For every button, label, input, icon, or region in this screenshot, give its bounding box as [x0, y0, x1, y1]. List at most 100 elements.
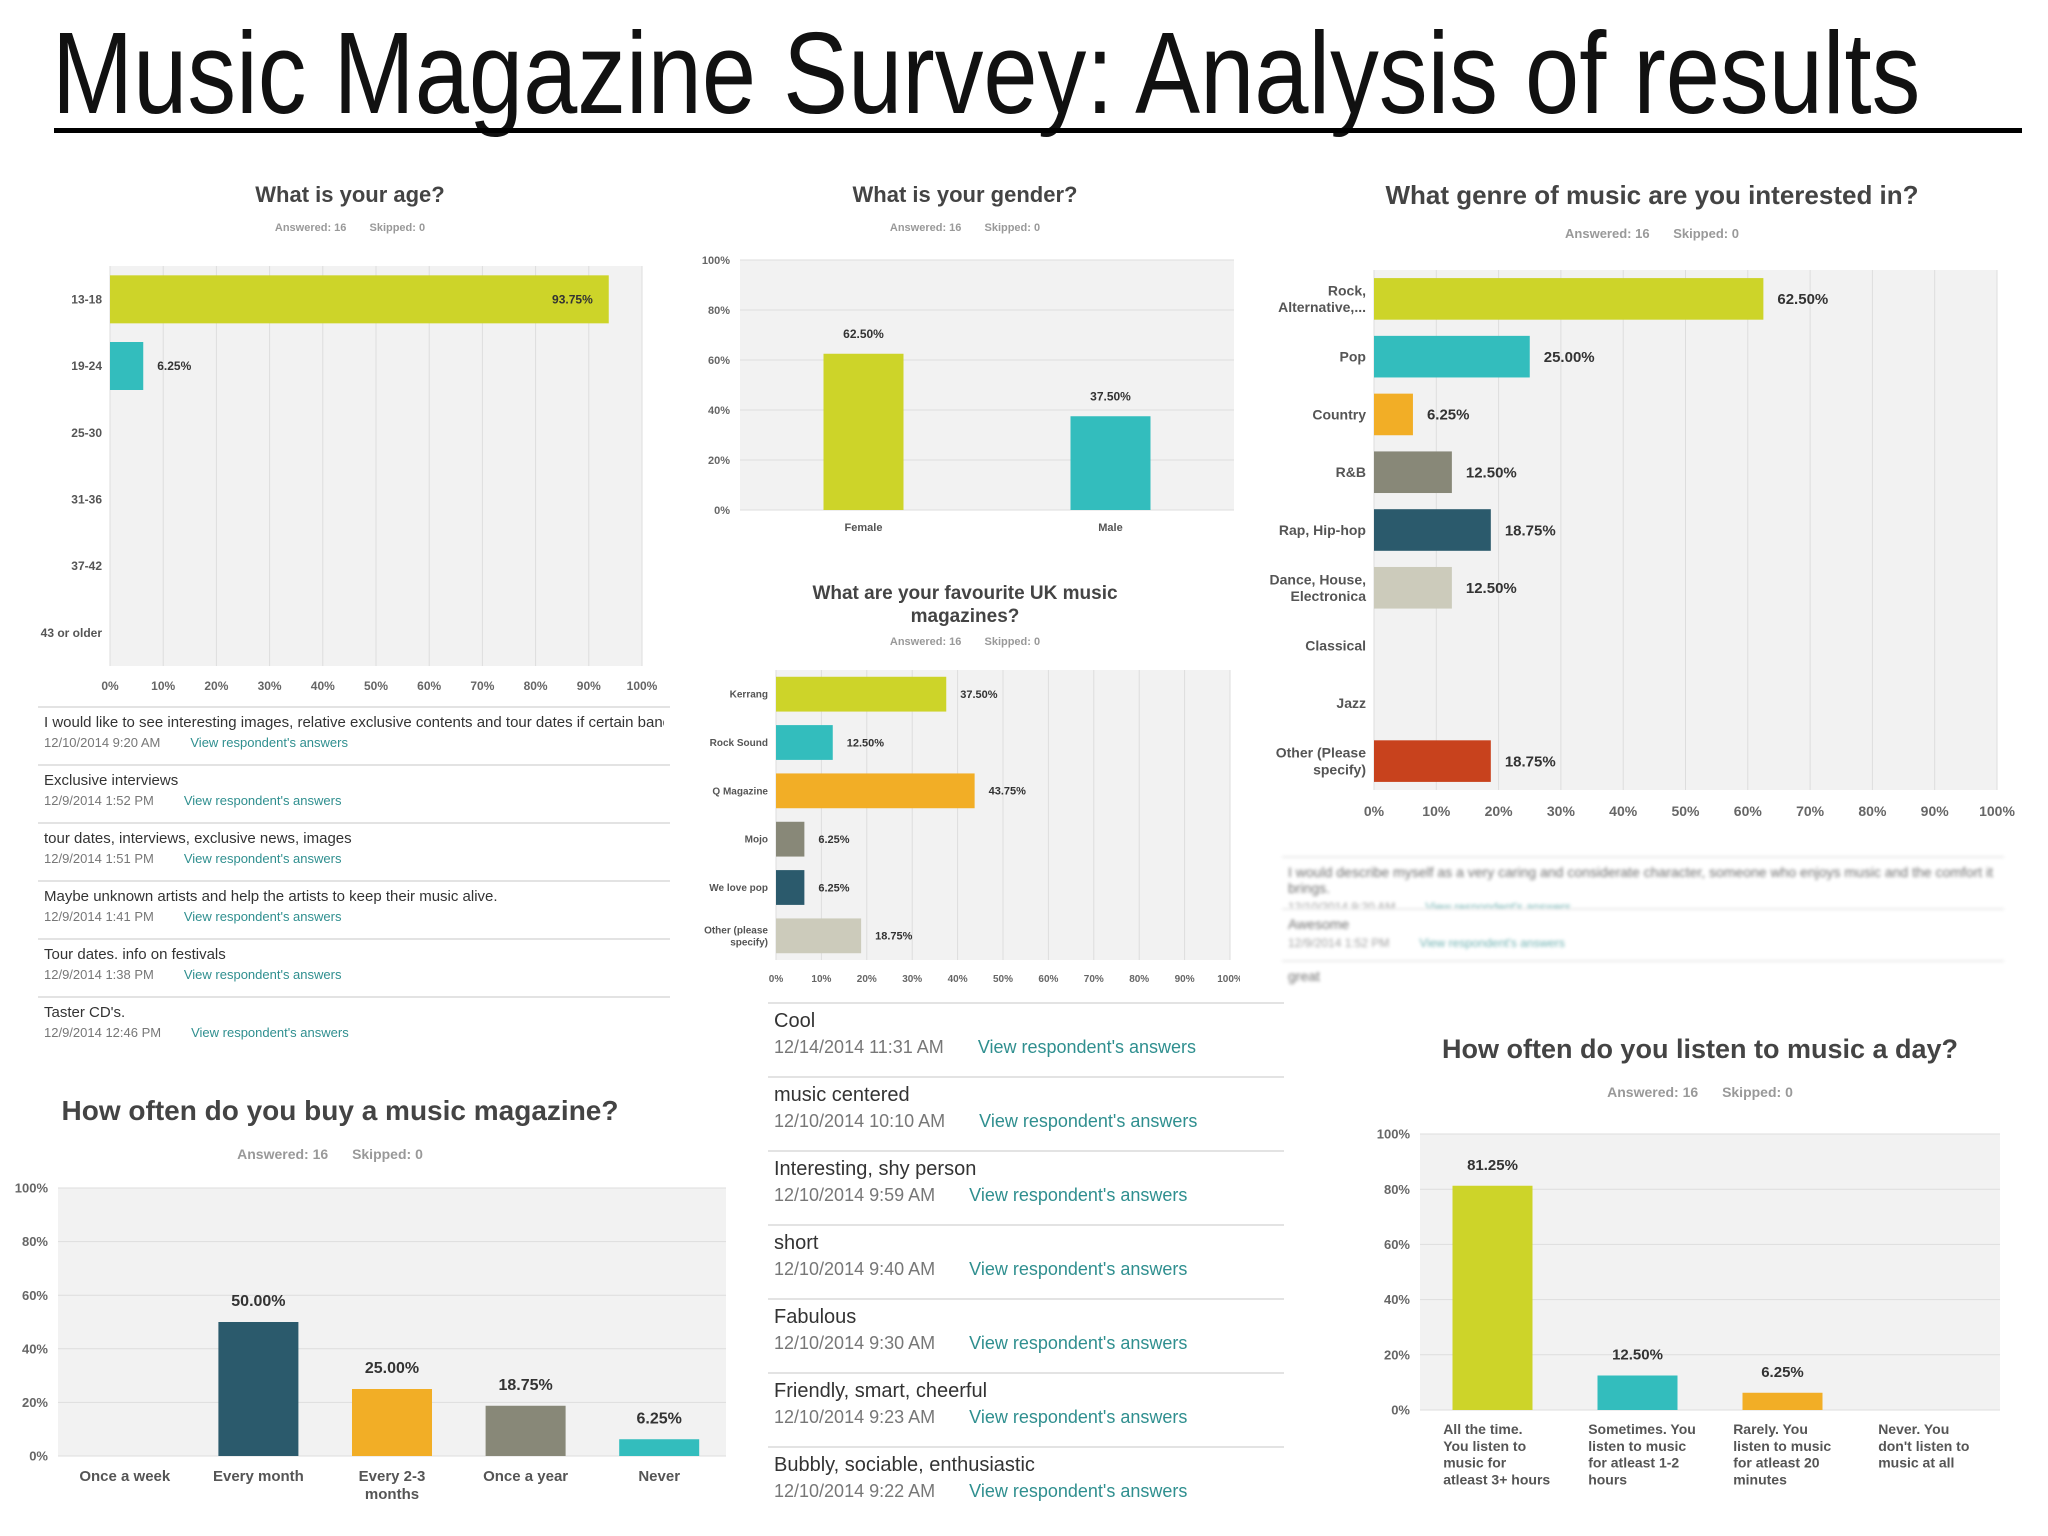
- genre-bar: [1374, 509, 1491, 551]
- magazines-category-label-line: Q Magazine: [712, 786, 768, 797]
- view-respondent-answers-link[interactable]: View respondent's answers: [183, 793, 342, 808]
- genre-category-label-line: Other (Please: [1276, 745, 1366, 761]
- view-respondent-answers-link[interactable]: View respondent's answers: [969, 1259, 1188, 1279]
- magazines-data-label: 37.50%: [960, 689, 998, 701]
- genre-bar: [1374, 740, 1491, 782]
- comment-text: music centered: [774, 1084, 910, 1106]
- comment-item: Cool 12/14/2014 11:31 AM View respondent's…: [768, 1002, 1284, 1076]
- view-respondent-answers-link[interactable]: View respondent's answers: [183, 967, 342, 982]
- comment-text: tour dates, interviews, exclusive news, …: [44, 830, 352, 847]
- magazines-bar: [776, 676, 947, 712]
- comment-meta: 12/10/2014 9:30 AM View respondent's answ…: [774, 1333, 1278, 1354]
- gender-category-label: Female: [845, 522, 883, 534]
- age-category-label-line: 19-24: [71, 359, 102, 373]
- view-respondent-answers-link[interactable]: View respondent's answers: [191, 1025, 349, 1040]
- age-category-label: 19-24: [71, 359, 102, 373]
- age-x-tick-label: 60%: [417, 679, 441, 693]
- magazines-answered: Answered: 16: [889, 636, 962, 648]
- view-respondent-answers-link[interactable]: View respondent's answers: [979, 1111, 1198, 1131]
- age-panel: What is your age? Answered: 16 Skipped: …: [30, 172, 670, 712]
- listen-category-label-line: atleast 3+ hours: [1443, 1471, 1550, 1487]
- genre-category-label-line: Rock,: [1328, 282, 1366, 298]
- age-x-tick-label: 10%: [151, 679, 175, 693]
- listen-category-label-line: hours: [1588, 1471, 1627, 1487]
- buy-category-label: Never: [638, 1468, 680, 1485]
- genre-data-label: 25.00%: [1544, 349, 1595, 366]
- genre-bar: [1374, 451, 1452, 494]
- magazines-x-tick-label: 30%: [902, 974, 922, 985]
- view-respondent-answers-link[interactable]: View respondent's answers: [190, 735, 348, 750]
- buy-category-label-line: Once a year: [483, 1468, 568, 1485]
- buy-category-label: Every 2-3 months: [359, 1468, 426, 1503]
- comment-text: Fabulous: [774, 1306, 857, 1328]
- view-respondent-answers-link[interactable]: View respondent's answers: [1425, 900, 1571, 908]
- comment-item: I would describe myself as a very caring…: [1282, 856, 2004, 908]
- age-x-tick-label: 80%: [524, 679, 548, 693]
- gender-panel: What is your gender? Answered: 16 Skippe…: [690, 172, 1240, 542]
- title-underline: [54, 128, 2022, 133]
- comment-date: 12/10/2014 9:30 AM: [774, 1333, 936, 1353]
- listen-chart: 0% 20% 40% 60% 80% 100% All the time. You liste…: [1377, 1127, 2000, 1487]
- age-category-label: 37-42: [71, 559, 102, 573]
- age-chart: 0% 10% 20% 30% 40% 50% 60% 70% 80% 90% 100% 13-18 93…: [41, 266, 658, 693]
- genre-category-label: Country: [1312, 406, 1366, 422]
- gender-answered: Answered: 16: [889, 222, 962, 234]
- comment-meta: 12/10/2014 9:22 AM View respondent's answ…: [774, 1481, 1278, 1502]
- view-respondent-answers-link[interactable]: View respondent's answers: [977, 1037, 1197, 1057]
- buy-y-tick-label: 20%: [22, 1395, 48, 1410]
- buy-question: How often do you buy a music magazine?: [61, 1095, 619, 1126]
- genre-x-tick-label: 70%: [1796, 803, 1825, 819]
- genre-category-label-line: Classical: [1305, 637, 1366, 653]
- age-bar: [110, 342, 144, 390]
- buy-bar: [218, 1322, 299, 1456]
- listen-category-label: All the time. You listen to music for atlea…: [1443, 1421, 1550, 1487]
- genre-category-label-line: specify): [1313, 761, 1366, 777]
- comment-meta: 12/9/2014 1:52 PM View respondent's answe…: [44, 793, 664, 808]
- view-respondent-answers-link[interactable]: View respondent's answers: [183, 851, 342, 866]
- genre-panel: What genre of music are you interested i…: [1262, 172, 2042, 842]
- age-x-tick-label: 20%: [204, 679, 228, 693]
- age-category-label: 13-18: [71, 293, 102, 307]
- age-x-tick-label: 90%: [577, 679, 601, 693]
- listen-category-label-line: for atleast 1-2: [1588, 1455, 1679, 1471]
- age-category-label-line: 25-30: [71, 426, 102, 440]
- listen-bar: [1452, 1185, 1533, 1410]
- magazines-bar: [776, 773, 975, 809]
- view-respondent-answers-link[interactable]: View respondent's answers: [969, 1407, 1188, 1427]
- comment-date: 12/10/2014 9:20 AM: [44, 735, 161, 750]
- magazines-question: What are your favourite UK music magazin…: [690, 582, 1240, 628]
- genre-category-label: Classical: [1305, 637, 1366, 653]
- comment-item: music centered 12/10/2014 10:10 AM View re…: [768, 1076, 1284, 1150]
- view-respondent-answers-link[interactable]: View respondent's answers: [969, 1333, 1188, 1353]
- genre-category-label-line: Dance, House,: [1270, 571, 1366, 587]
- listen-category-label-line: You listen to: [1443, 1438, 1526, 1454]
- magazines-x-tick-label: 100%: [1217, 974, 1240, 985]
- genre-x-tick-label: 50%: [1671, 803, 1700, 819]
- listen-category-label-line: listen to music: [1588, 1438, 1686, 1454]
- genre-bar: [1374, 393, 1413, 436]
- buy-data-label: 50.00%: [231, 1293, 285, 1310]
- genre-question: What genre of music are you interested i…: [1385, 180, 1919, 210]
- gender-category-label-line: Female: [845, 522, 883, 534]
- view-respondent-answers-link[interactable]: View respondent's answers: [183, 909, 342, 924]
- view-respondent-answers-link[interactable]: View respondent's answers: [969, 1481, 1188, 1501]
- comment-text: great: [1288, 968, 1320, 984]
- buy-data-label: 18.75%: [498, 1377, 552, 1394]
- comment-date: 12/9/2014 1:41 PM: [44, 909, 154, 924]
- comment-text: Cool: [774, 1010, 816, 1032]
- listen-bar: [1742, 1392, 1823, 1410]
- view-respondent-answers-link[interactable]: View respondent's answers: [1419, 936, 1565, 950]
- genre-skipped: Skipped: 0: [1673, 226, 1739, 241]
- buy-answered: Answered: 16: [237, 1146, 329, 1162]
- genre-category-label-line: Jazz: [1336, 695, 1366, 711]
- magazines-x-tick-label: 0%: [769, 974, 784, 985]
- comment-date: 12/10/2014 10:10 AM: [774, 1111, 946, 1131]
- buy-skipped: Skipped: 0: [352, 1146, 423, 1162]
- genre-x-tick-label: 40%: [1609, 803, 1638, 819]
- comment-item: Awesome 12/9/2014 1:52 PM View respondent'…: [1282, 908, 2004, 960]
- view-respondent-answers-link[interactable]: View respondent's answers: [969, 1185, 1188, 1205]
- comment-meta: 12/9/2014 1:38 PM View respondent's answe…: [44, 967, 664, 982]
- comment-meta: 12/9/2014 1:51 PM View respondent's answe…: [44, 851, 664, 866]
- age-skipped: Skipped: 0: [369, 222, 426, 234]
- listen-question: How often do you listen to music a day?: [1441, 1034, 1959, 1064]
